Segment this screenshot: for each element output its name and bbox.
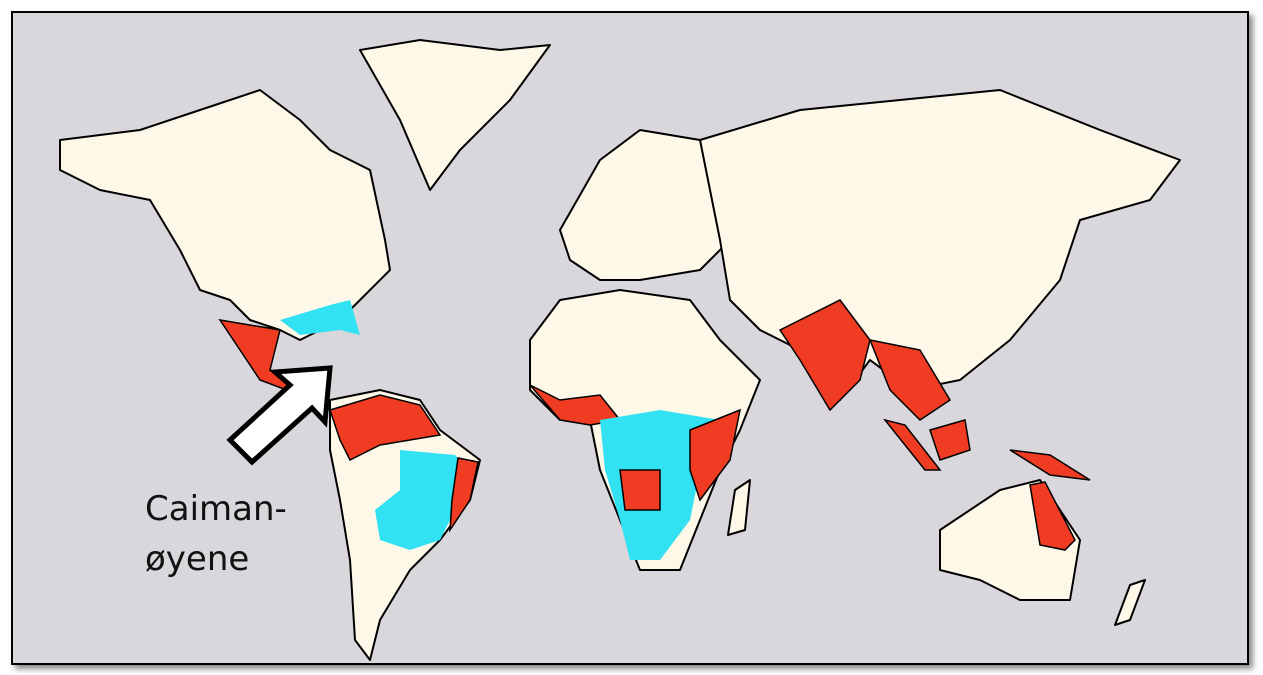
continents (59, 39, 1181, 661)
greenland (359, 39, 551, 191)
africa-east (689, 408, 742, 502)
africa-south (619, 469, 661, 511)
india (778, 299, 871, 412)
sa-brazil (375, 450, 470, 550)
australia-ne (1029, 481, 1076, 551)
arrow (226, 365, 333, 466)
madagascar (727, 479, 751, 536)
annotation-line: Caiman- (145, 489, 287, 529)
new-zealand (1114, 579, 1146, 626)
sa-coast (449, 457, 479, 533)
sumatra (883, 418, 942, 471)
new-guinea (1009, 449, 1091, 481)
borneo (929, 419, 971, 461)
se-asia (868, 338, 952, 421)
us-range (280, 300, 360, 335)
sa-north (329, 394, 442, 462)
annotation-line: øyene (145, 539, 249, 579)
